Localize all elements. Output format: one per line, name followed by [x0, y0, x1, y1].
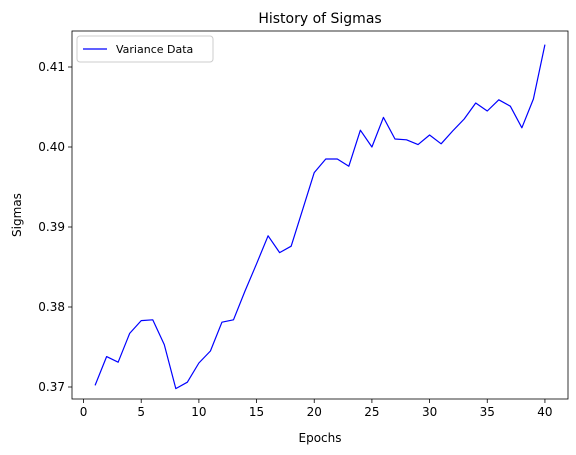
- y-axis-label: Sigmas: [10, 193, 24, 237]
- x-tick-label: 40: [537, 405, 552, 419]
- series-line-variance-data: [94, 44, 546, 390]
- x-tick-label: 0: [80, 405, 88, 419]
- y-tick-label: 0.40: [38, 140, 65, 154]
- legend-label: Variance Data: [116, 43, 193, 56]
- series-layer: [94, 44, 546, 390]
- y-tick-label: 0.38: [38, 300, 65, 314]
- x-tick-label: 35: [480, 405, 495, 419]
- x-tick-label: 25: [364, 405, 379, 419]
- x-tick-label: 20: [307, 405, 322, 419]
- x-tick-label: 10: [191, 405, 206, 419]
- y-tick-label: 0.39: [38, 220, 65, 234]
- x-axis-label: Epochs: [299, 431, 342, 445]
- y-tick-label: 0.37: [38, 380, 65, 394]
- x-tick-label: 5: [137, 405, 145, 419]
- x-tick-label: 15: [249, 405, 264, 419]
- y-tick-label: 0.41: [38, 60, 65, 74]
- chart-title: History of Sigmas: [258, 11, 381, 27]
- legend-box: [76, 35, 214, 63]
- y-axis: 0.37 0.38 0.39 0.40 0.41: [38, 60, 72, 394]
- x-tick-label: 30: [422, 405, 437, 419]
- legend: Variance Data: [76, 35, 214, 63]
- plot-frame: [71, 30, 569, 400]
- x-axis: 0 5 10 15 20 25 30 35 40: [80, 399, 553, 419]
